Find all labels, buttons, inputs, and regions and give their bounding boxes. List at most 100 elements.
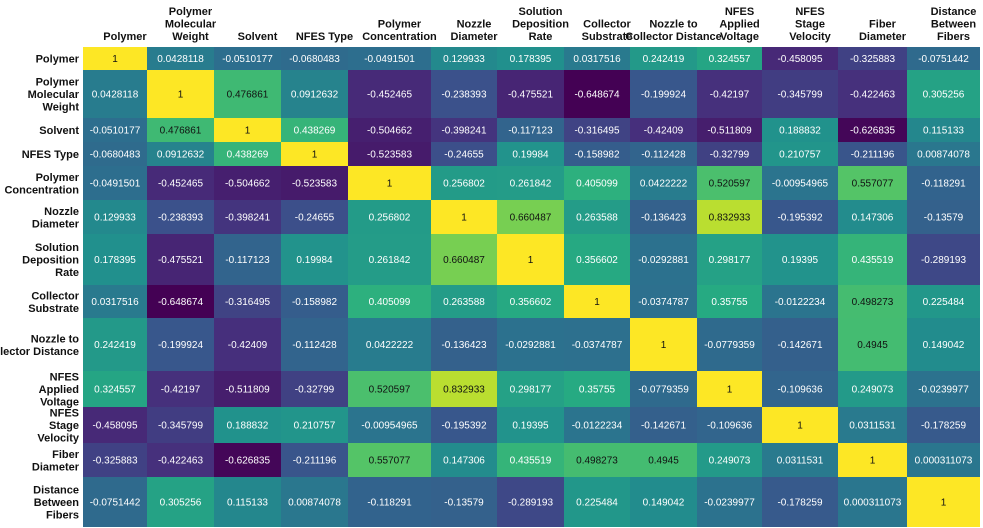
cell-value-label: 0.249073 (852, 385, 894, 396)
heatmap-cell (147, 477, 214, 527)
heatmap-cell (281, 142, 348, 166)
heatmap-cell (564, 477, 630, 527)
cell-value-label: 0.0428118 (157, 54, 204, 65)
cell-value-label: -0.117123 (225, 255, 270, 266)
heatmap-cell (431, 285, 497, 318)
cell-value-label: 0.000311073 (915, 456, 973, 467)
cell-value-label: 1 (870, 456, 876, 467)
heatmap-cell (497, 371, 564, 407)
cell-value-label: -0.0292881 (638, 255, 689, 266)
cell-value-label: -0.345799 (158, 421, 203, 432)
heatmap-cell (630, 142, 697, 166)
heatmap-cell (147, 371, 214, 407)
cell-value-label: 0.242419 (94, 340, 136, 351)
cell-value-label: -0.504662 (225, 179, 270, 190)
cell-value-label: -0.238393 (158, 213, 203, 224)
cell-value-label: -0.511809 (707, 126, 752, 137)
cell-value-label: 0.178395 (510, 54, 552, 65)
heatmap-cell (907, 234, 980, 285)
cell-value-label: 0.557077 (852, 179, 894, 190)
heatmap-cell (83, 166, 147, 200)
cell-value-label: -0.195392 (441, 421, 486, 432)
heatmap-cell (762, 407, 838, 443)
cell-value-label: -0.422463 (850, 90, 895, 101)
heatmap-cell (630, 70, 697, 118)
heatmap-cell (83, 443, 147, 477)
heatmap-cell (214, 142, 281, 166)
column-label-nozzle-to-collector-distance: Nozzle to Collector Distance (625, 19, 722, 44)
cell-value-label: 0.225484 (576, 498, 618, 509)
cell-value-label: -0.289193 (508, 498, 553, 509)
heatmap-cell (348, 166, 431, 200)
cell-value-label: 0.405099 (576, 179, 618, 190)
heatmap-cell (838, 118, 907, 142)
cell-value-label: 0.115133 (227, 498, 268, 509)
row-label-solution-deposition-rate: Solution Deposition Rate (22, 242, 79, 279)
cell-value-label: 0.19984 (512, 150, 549, 161)
column-label-nfes-applied-voltage: NFES Applied Voltage (719, 6, 759, 43)
cell-value-label: -0.458095 (92, 421, 137, 432)
cell-value-label: 1 (178, 90, 184, 101)
heatmap-cell (907, 285, 980, 318)
heatmap-cell (348, 234, 431, 285)
cell-value-label: -0.42409 (228, 340, 268, 351)
column-label-fiber-diameter: Fiber Diameter (859, 19, 907, 44)
cell-value-label: 0.129933 (94, 213, 136, 224)
heatmap-cell (497, 118, 564, 142)
heatmap-cell (630, 166, 697, 200)
heatmap-cell (497, 200, 564, 234)
cell-value-label: -0.00954965 (772, 179, 829, 190)
heatmap-cell (907, 200, 980, 234)
cell-value-label: -0.475521 (508, 90, 553, 101)
cell-value-label: 0.263588 (443, 297, 485, 308)
cell-value-label: -0.0779359 (638, 385, 689, 396)
heatmap-cell (838, 234, 907, 285)
heatmap-cell (907, 142, 980, 166)
cell-value-label: 0.261842 (510, 179, 552, 190)
cell-value-label: -0.109636 (707, 421, 752, 432)
heatmap-cell (348, 70, 431, 118)
heatmap-cell (147, 47, 214, 70)
cell-value-label: 0.405099 (369, 297, 411, 308)
cell-value-label: -0.475521 (158, 255, 203, 266)
heatmap-cell (147, 443, 214, 477)
heatmap-cell (281, 318, 348, 371)
heatmap-cell (907, 407, 980, 443)
heatmap-cell (564, 166, 630, 200)
heatmap-cell (907, 477, 980, 527)
cell-value-label: 0.0422222 (640, 179, 688, 190)
cell-value-label: 0.660487 (510, 213, 552, 224)
heatmap-cell (214, 47, 281, 70)
heatmap-cell (431, 407, 497, 443)
heatmap-cell (497, 47, 564, 70)
heatmap-cell (697, 166, 762, 200)
heatmap-cell (214, 70, 281, 118)
cell-value-label: -0.118291 (921, 179, 966, 190)
heatmap-cell (431, 200, 497, 234)
heatmap-cell (348, 443, 431, 477)
cell-value-label: -0.13579 (444, 498, 484, 509)
cell-value-label: -0.648674 (574, 90, 619, 101)
cell-value-label: -0.0374787 (638, 297, 689, 308)
heatmap-cell (838, 200, 907, 234)
heatmap-cell (630, 407, 697, 443)
cell-value-label: 0.225484 (923, 297, 965, 308)
cell-value-label: -0.458095 (777, 54, 822, 65)
cell-value-label: -0.0292881 (505, 340, 556, 351)
heatmap-cell (83, 477, 147, 527)
cell-value-label: 0.149042 (643, 498, 685, 509)
column-label-polymer-molecular-weight: Polymer Molecular Weight (165, 6, 217, 43)
cell-value-label: -0.42197 (161, 385, 201, 396)
cell-value-label: 0.188832 (779, 126, 821, 137)
cell-value-label: 0.435519 (852, 255, 894, 266)
cell-value-label: 0.256802 (443, 179, 485, 190)
heatmap-cell (762, 443, 838, 477)
cell-value-label: -0.316495 (574, 126, 619, 137)
row-label-nozzle-diameter: Nozzle Diameter (32, 206, 80, 231)
heatmap-cell (630, 285, 697, 318)
cell-value-label: 0.4945 (857, 340, 888, 351)
heatmap-cell (838, 142, 907, 166)
cell-value-label: -0.199924 (641, 90, 686, 101)
row-label-solvent: Solvent (39, 125, 79, 137)
